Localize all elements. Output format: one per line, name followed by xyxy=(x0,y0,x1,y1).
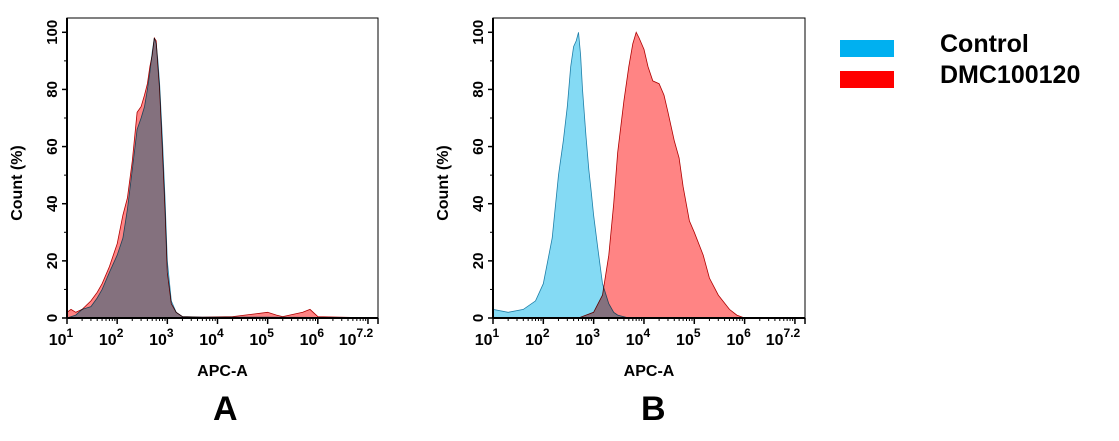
legend-item-dmc100120: DMC100120 xyxy=(840,61,1110,95)
y-tick-label: 20 xyxy=(44,253,61,270)
y-tick-label: 80 xyxy=(470,81,487,98)
legend-label-dmc100120: DMC100120 xyxy=(940,61,1081,89)
x-tick-label: 107.2 xyxy=(766,326,801,349)
y-tick-label: 40 xyxy=(470,195,487,212)
x-tick-label: 105 xyxy=(249,326,274,349)
series-area-control xyxy=(492,32,805,319)
x-tick-label: 103 xyxy=(575,326,600,349)
x-tick-label: 107.2 xyxy=(339,326,374,349)
x-tick-label: 105 xyxy=(676,326,701,349)
y-tick-label: 0 xyxy=(470,314,487,322)
x-tick-label: 101 xyxy=(475,326,500,349)
x-tick-label: 106 xyxy=(300,326,325,349)
y-tick-label: 0 xyxy=(44,314,61,322)
series-area-control xyxy=(66,37,379,319)
chart-panel-a: 0 20 40 60 80 100 101 102 103 104 105 106 107.2 APC-A… xyxy=(9,17,379,380)
legend-label-control: Control xyxy=(940,30,1029,58)
x-axis-label: APC-A xyxy=(197,363,248,380)
x-tick-label: 101 xyxy=(49,326,74,349)
x-axis-label: APC-A xyxy=(624,363,675,380)
chart-panel-b: 0 20 40 60 80 100 101 102 103 104 105 106 107.2 APC-A… xyxy=(435,17,806,380)
y-tick-label: 100 xyxy=(44,20,61,45)
y-tick-label: 60 xyxy=(470,138,487,155)
y-tick-label: 60 xyxy=(44,138,61,155)
legend-swatch-dmc100120 xyxy=(840,71,894,88)
x-tick-label: 102 xyxy=(99,326,124,349)
series-area-dmc100120 xyxy=(493,31,805,319)
legend: Control DMC100120 xyxy=(840,30,1110,95)
legend-swatch-control xyxy=(840,40,894,57)
panel-label-a: A xyxy=(213,390,238,428)
x-tick-label: 104 xyxy=(626,326,651,349)
x-tick-label: 103 xyxy=(149,326,174,349)
y-tick-label: 40 xyxy=(44,195,61,212)
panel-label-b: B xyxy=(641,390,666,428)
y-tick-label: 100 xyxy=(470,20,487,45)
y-axis-label: Count (%) xyxy=(435,145,452,221)
x-tick-label: 106 xyxy=(726,326,751,349)
y-tick-label: 80 xyxy=(44,81,61,98)
y-tick-label: 20 xyxy=(470,253,487,270)
x-tick-label: 104 xyxy=(199,326,224,349)
x-tick-label: 102 xyxy=(525,326,550,349)
y-axis-label: Count (%) xyxy=(9,145,26,221)
legend-item-control: Control xyxy=(840,30,1110,64)
